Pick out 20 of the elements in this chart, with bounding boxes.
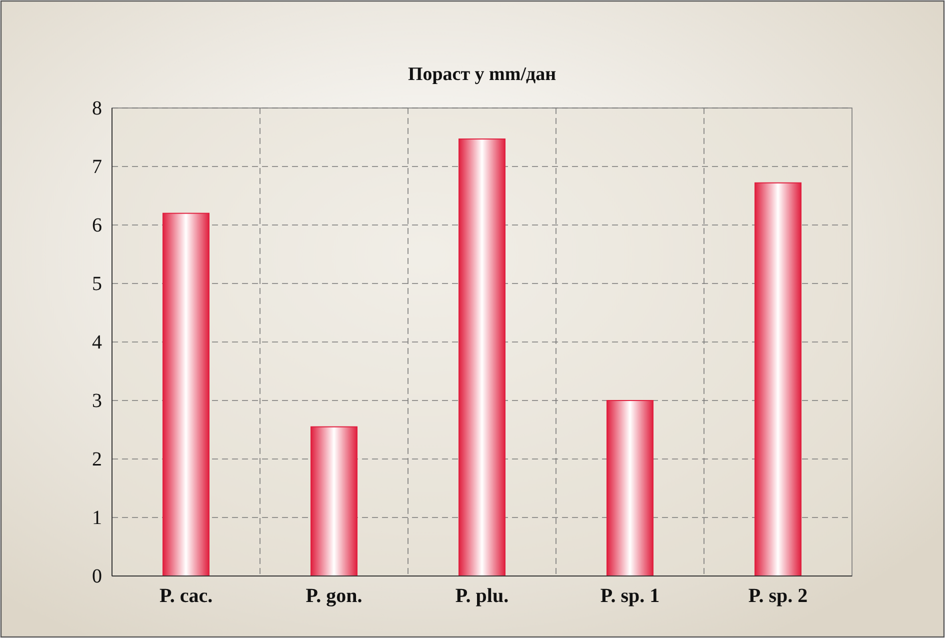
x-tick-label: P. sp. 1	[600, 585, 660, 608]
y-tick-label: 4	[92, 331, 102, 354]
bar	[310, 426, 358, 576]
bar	[754, 182, 802, 576]
x-tick-label: P. plu.	[455, 585, 509, 608]
x-tick-label: P. sp. 2	[748, 585, 808, 608]
bar	[162, 212, 210, 576]
y-tick-label: 8	[92, 97, 102, 120]
x-tick-label: P. gon.	[306, 585, 362, 608]
y-tick-label: 2	[92, 448, 102, 470]
y-tick-label: 1	[92, 506, 102, 529]
chart-title: Пораст у mm/дан	[408, 64, 556, 85]
y-tick-label: 5	[92, 272, 102, 295]
bar	[458, 138, 506, 576]
bar	[606, 400, 654, 576]
y-tick-label: 3	[92, 390, 102, 412]
x-tick-label: P. cac.	[159, 585, 213, 608]
y-tick-label: 0	[92, 565, 102, 588]
y-tick-label: 6	[92, 214, 102, 236]
y-tick-label: 7	[92, 156, 102, 178]
